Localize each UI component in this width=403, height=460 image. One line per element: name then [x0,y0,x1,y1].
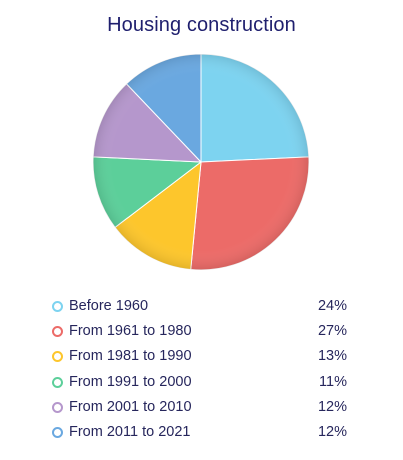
pie-slice-2 [190,156,310,271]
legend-value: 24% [317,298,347,314]
legend-item: From 1991 to 2000 11% [52,370,347,395]
legend-label: From 1991 to 2000 [69,373,192,390]
legend-marker-icon [52,301,63,312]
legend-marker-icon [52,351,63,363]
legend-item: From 1961 to 1980 27% [52,319,347,344]
legend-label: From 2011 to 2021 [69,423,191,440]
legend-label: From 1961 to 1980 [69,323,192,340]
legend-value: 12% [317,398,347,415]
legend-item: Before 1960 24% [52,294,347,319]
pie-slice-1 [200,53,310,163]
legend-value: 11% [319,373,347,390]
legend-value: 27% [317,323,347,340]
legend-marker-icon [52,326,63,338]
legend-marker-icon [52,426,63,438]
legend-label: From 2001 to 2010 [69,398,192,415]
legend-label: From 1981 to 1990 [69,348,192,365]
chart-title: Housing construction [107,14,296,36]
legend-value: 12% [317,423,347,440]
legend-label: Before 1960 [69,298,149,314]
legend-item: From 1981 to 1990 13% [52,344,347,369]
legend: Before 1960 24% From 1961 to 1980 27% From 1… [52,294,347,445]
legend-value: 13% [317,348,347,365]
legend-item: From 2001 to 2010 12% [52,395,347,420]
legend-marker-icon [52,376,63,388]
legend-item: From 2011 to 2021 12% [52,420,347,445]
legend-marker-icon [52,401,63,413]
pie-chart [92,53,310,271]
